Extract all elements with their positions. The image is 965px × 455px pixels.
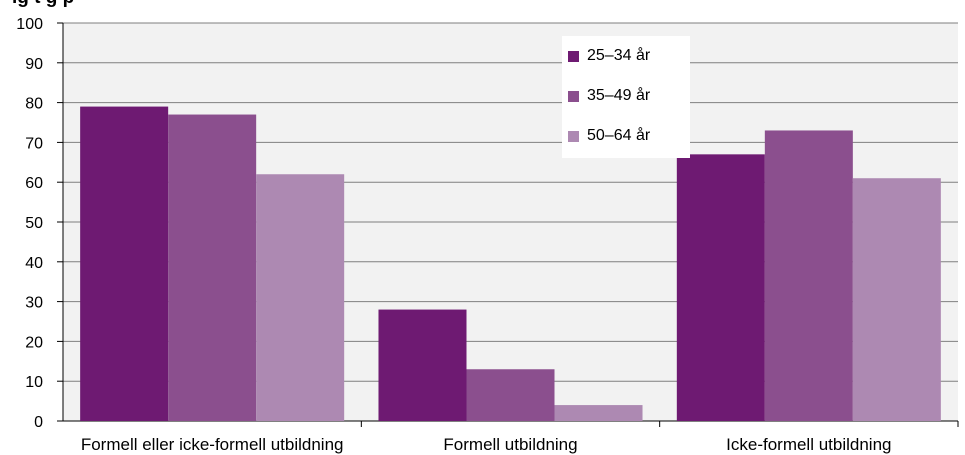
bar-2-1 bbox=[764, 130, 853, 421]
bar-0-1 bbox=[168, 114, 257, 421]
bar-1-2 bbox=[554, 405, 643, 421]
chart-title-fragment: ig t g p bbox=[12, 0, 74, 9]
y-tick-label-100: 100 bbox=[16, 16, 43, 33]
x-category-label-0: Formell eller icke-formell utbildning bbox=[81, 435, 344, 454]
bar-1-1 bbox=[466, 369, 555, 421]
legend: 25–34 år 35–49 år 50–64 år bbox=[562, 36, 690, 158]
bar-0-0 bbox=[80, 106, 169, 421]
x-category-label-2: Icke-formell utbildning bbox=[726, 435, 891, 454]
y-tick-label-30: 30 bbox=[25, 295, 43, 312]
bar-1-0 bbox=[378, 309, 467, 421]
bar-2-0 bbox=[676, 154, 765, 421]
legend-item-25-34: 25–34 år bbox=[562, 36, 690, 76]
legend-swatch-50-64 bbox=[568, 130, 579, 142]
y-tick-label-80: 80 bbox=[25, 96, 43, 113]
legend-item-50-64: 50–64 år bbox=[562, 116, 690, 156]
legend-label-25-34: 25–34 år bbox=[587, 47, 651, 64]
legend-swatch-25-34 bbox=[568, 50, 579, 62]
bar-0-2 bbox=[256, 174, 345, 421]
y-tick-label-70: 70 bbox=[25, 135, 43, 152]
y-tick-label-60: 60 bbox=[25, 175, 43, 192]
x-category-labels: Formell eller icke-formell utbildning For… bbox=[81, 435, 892, 454]
legend-item-35-49: 35–49 år bbox=[562, 76, 690, 116]
bars bbox=[80, 106, 941, 421]
y-tick-label-10: 10 bbox=[25, 374, 43, 391]
x-category-label-1: Formell utbildning bbox=[443, 435, 577, 454]
y-tick-label-50: 50 bbox=[25, 215, 43, 232]
y-tick-label-40: 40 bbox=[25, 255, 43, 272]
y-tick-label-20: 20 bbox=[25, 334, 43, 351]
y-tick-labels: 0 10 20 30 40 50 60 70 80 90 100 bbox=[16, 16, 63, 431]
legend-label-50-64: 50–64 år bbox=[587, 127, 651, 144]
y-tick-label-90: 90 bbox=[25, 56, 43, 73]
legend-swatch-35-49 bbox=[568, 90, 579, 102]
legend-label-35-49: 35–49 år bbox=[587, 87, 651, 104]
y-tick-label-0: 0 bbox=[34, 414, 43, 431]
bar-2-2 bbox=[852, 178, 941, 421]
